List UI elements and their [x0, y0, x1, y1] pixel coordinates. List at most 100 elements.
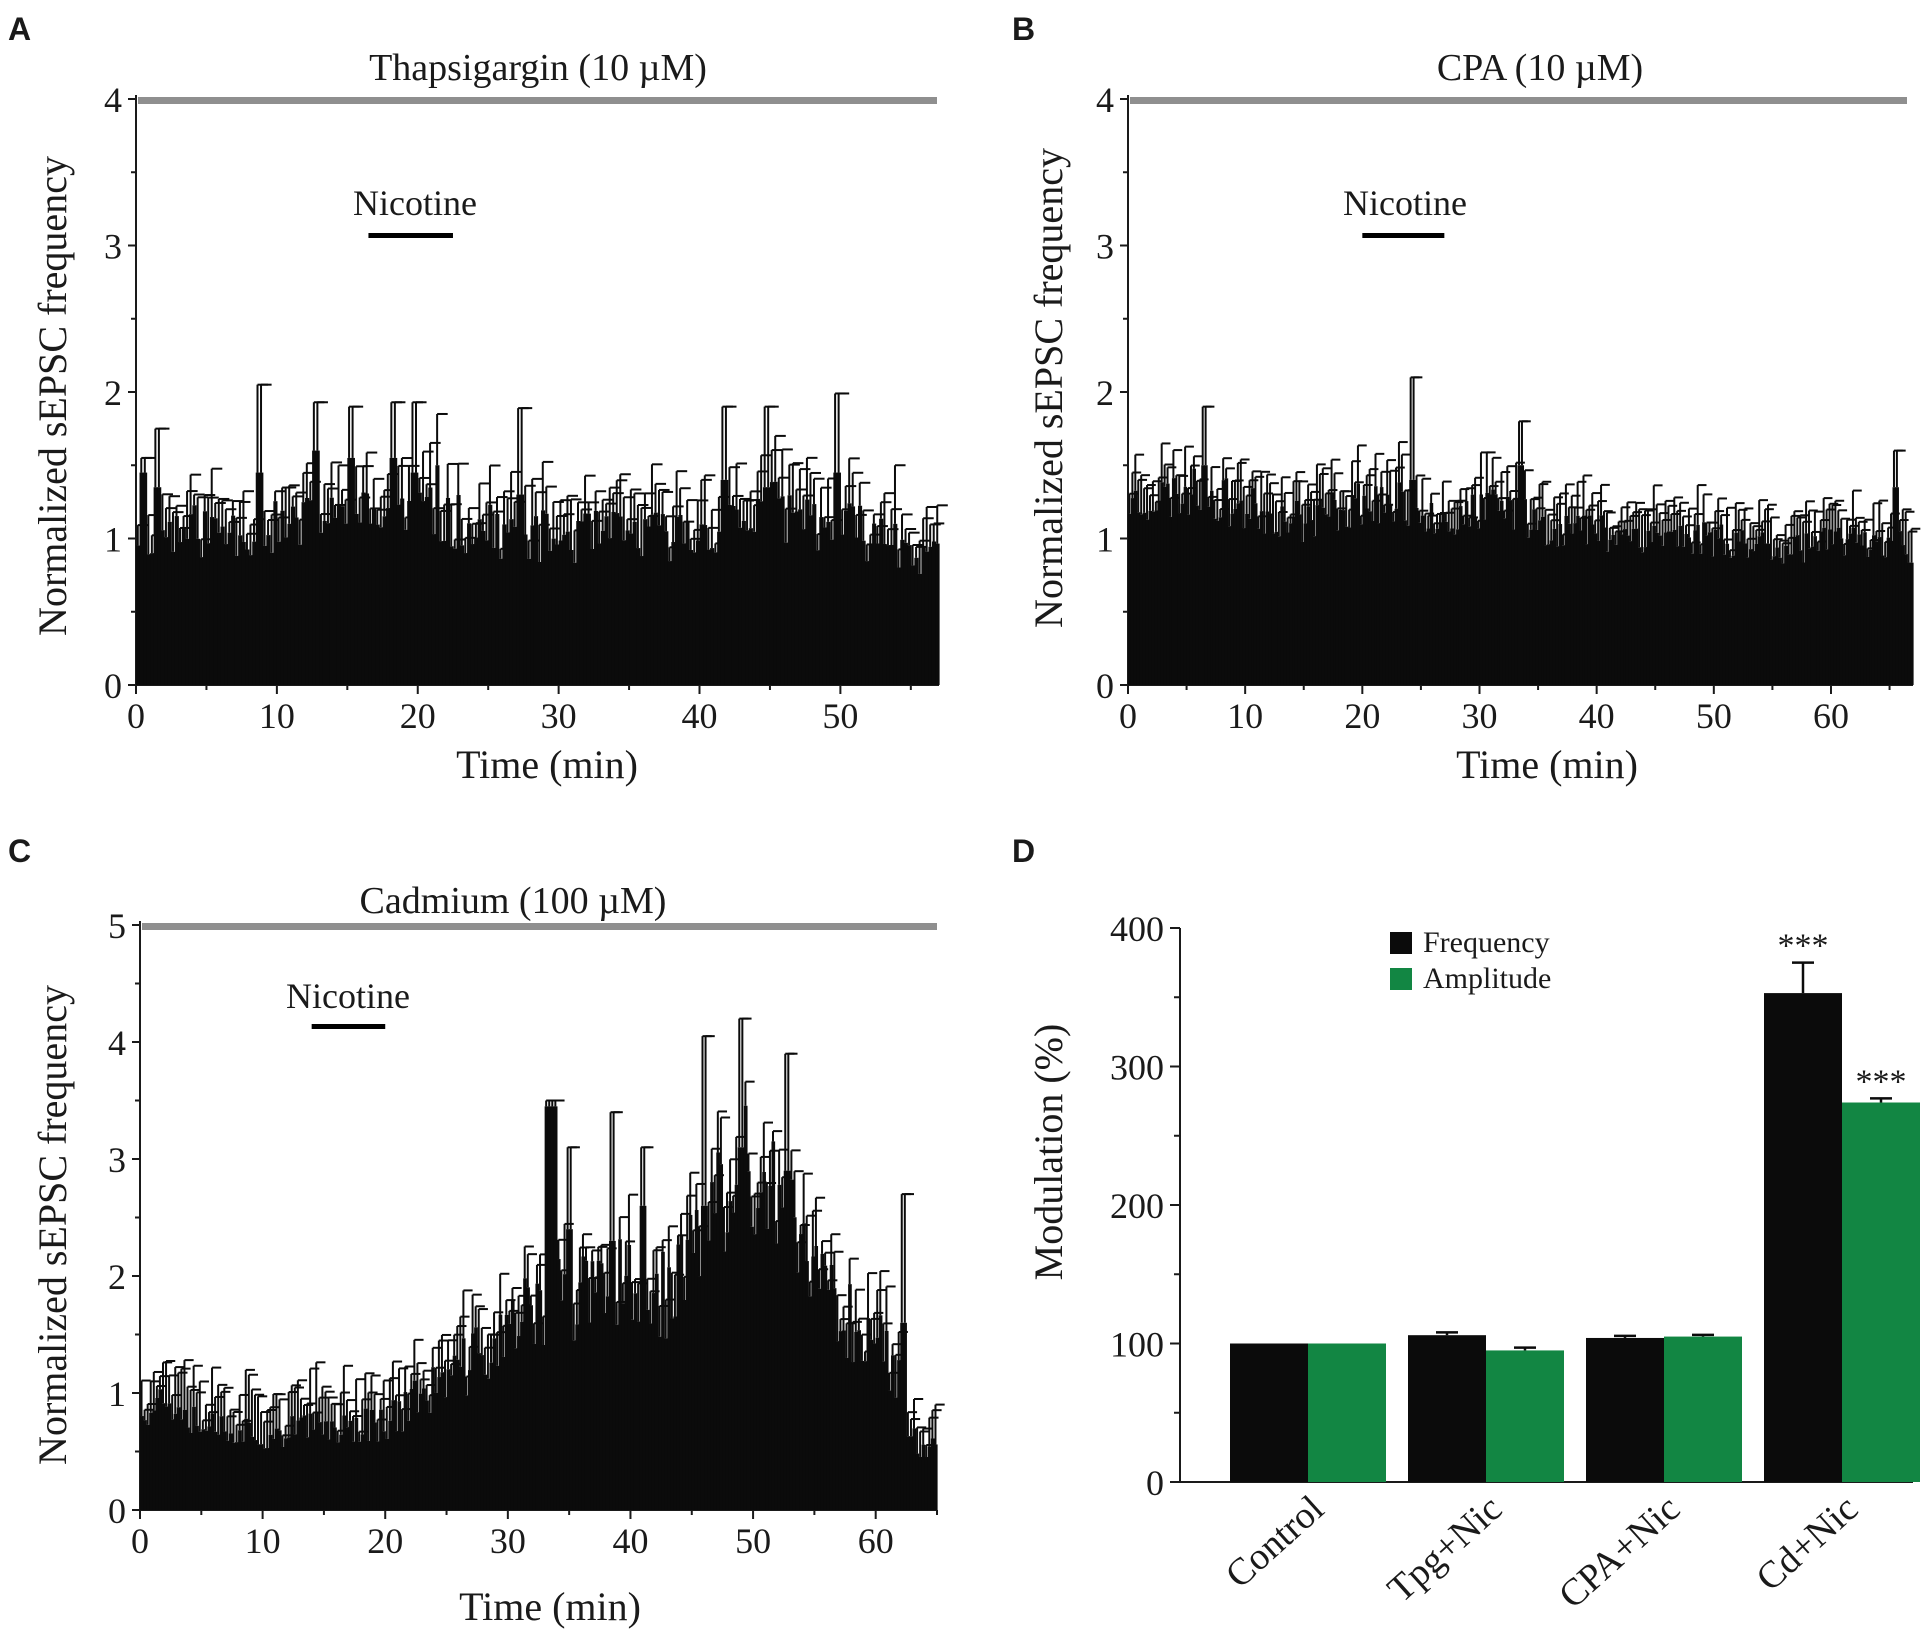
panel-c-bin-bar	[314, 1412, 319, 1510]
panel-b-bin-bar	[1157, 501, 1161, 685]
panel-a-bin-bar	[600, 530, 606, 685]
panel-c-bin-bar	[581, 1256, 586, 1510]
panel-c-bin-bar	[523, 1278, 527, 1510]
panel-d-category-label: Tpg+Nic	[1380, 1487, 1510, 1610]
panel-a-bin-bar	[357, 522, 363, 685]
panel-b-bin-bar	[1467, 526, 1472, 685]
panel-b-bin-bar	[1901, 545, 1905, 685]
panel-c-bin-bar	[486, 1378, 491, 1510]
panel-b-bin-bar	[1259, 511, 1264, 685]
panel-b-bin-bar	[1678, 525, 1683, 685]
panel-a-bin-bar	[199, 557, 204, 685]
panel-c-bin-bar	[869, 1339, 874, 1510]
panel-c-bin-bar	[143, 1420, 147, 1510]
panel-c-bin-bar	[326, 1439, 331, 1510]
panel-a-bin-bar	[769, 482, 775, 685]
panel-b-bin-bar	[1368, 511, 1372, 685]
panel-a-bin-bar	[678, 515, 683, 685]
panel-d-significance-frequency: ***	[1778, 928, 1829, 965]
panel-b-bin-bar	[1526, 537, 1530, 685]
panel-a-bin-bar	[336, 504, 341, 685]
panel-b-bin-bar	[1889, 542, 1894, 685]
panel-b-bin-bar	[1643, 547, 1648, 685]
panel-b-bin-bar	[1787, 554, 1791, 685]
panel-a-bin-bar	[900, 539, 905, 685]
panel-c-bin-bar	[550, 1106, 555, 1510]
panel-a-bin-bar	[879, 518, 884, 685]
panel-c-x-tick-label: 20	[367, 1521, 403, 1561]
panel-c-bin-bar	[921, 1444, 926, 1510]
panel-c-bin-bar	[556, 1259, 561, 1510]
panel-a-bin-bar	[857, 505, 863, 685]
panel-c-bin-bar	[838, 1331, 843, 1510]
panel-b-bin-bar	[1748, 549, 1753, 685]
panel-c-bin-bar	[290, 1416, 294, 1510]
panel-c-bin-bar	[452, 1355, 457, 1510]
panel-b-bin-bar	[1318, 500, 1322, 685]
panel-c-bin-bar	[216, 1434, 221, 1510]
panel-c-bin-bar	[443, 1397, 448, 1510]
panel-a-bin-bar	[935, 543, 940, 685]
panel-b-bin-bar	[1675, 546, 1680, 685]
panel-b-bin-bar	[1582, 515, 1586, 685]
panel-a-bin-bar	[195, 538, 200, 685]
panel-b-bin-bar	[1866, 556, 1870, 685]
panel-c-bin-bar	[630, 1319, 635, 1510]
panel-c-bin-bar	[268, 1434, 273, 1510]
panel-a-bin-bar	[217, 532, 222, 685]
panel-a-bin-bar	[569, 549, 574, 685]
panel-a-bin-bar	[262, 545, 267, 685]
panel-c-x-tick-label: 40	[612, 1521, 648, 1561]
panel-d-bar-frequency	[1408, 1335, 1486, 1482]
panel-b-bin-bar	[1350, 496, 1355, 685]
panel-c-bin-bar	[682, 1300, 687, 1510]
panel-a-bin-bar	[435, 465, 440, 685]
panel-c-bin-bar	[823, 1265, 828, 1510]
panel-c-nicotine-bar	[311, 1024, 386, 1029]
panel-a-bin-bar	[748, 528, 753, 685]
panel-b-bin-bar	[1432, 533, 1437, 685]
panel-c-bin-bar	[716, 1152, 720, 1510]
panel-c-bin-bar	[618, 1239, 622, 1510]
panel-b-bin-bar	[1227, 526, 1232, 685]
panel-a-bin-bar	[787, 495, 792, 685]
panel-c-bin-bar	[915, 1453, 920, 1510]
panel-a-bin-bar	[421, 501, 426, 685]
panel-c-bin-bar	[639, 1205, 644, 1510]
panel-b-bin-bar	[1907, 562, 1911, 685]
panel-c-bin-bar	[857, 1330, 861, 1510]
panel-c-bin-bar	[492, 1338, 497, 1510]
panel-a-title: Thapsigargin (10 µM)	[369, 47, 707, 89]
panel-b-bin-bar	[1470, 494, 1475, 685]
panel-a-bin-bar	[259, 472, 264, 685]
panel-b-bin-bar	[1333, 499, 1337, 685]
panel-c-bin-bar	[691, 1252, 696, 1510]
panel-c-bin-bar	[342, 1415, 346, 1510]
panel-a-bin-bar	[724, 479, 729, 685]
panel-a-bin-bar	[185, 538, 190, 685]
panel-a-bin-bar	[255, 472, 260, 685]
panel-c-bin-bar	[308, 1413, 313, 1510]
panel-a-bin-bar	[822, 527, 827, 685]
panel-b-bin-bar	[1746, 557, 1750, 685]
panel-a-bin-bar	[519, 494, 525, 685]
panel-d: D 0 100 200 300 400 Control Tpg+Nic CPA+Nic Cd+N…	[1012, 833, 1920, 1617]
panel-b-bin-bar	[1403, 520, 1407, 685]
panel-c-bin-bar	[648, 1323, 653, 1510]
panel-b-bin-bar	[1344, 526, 1349, 685]
panel-c-bin-bar	[700, 1205, 705, 1510]
panel-c-bin-bar	[918, 1456, 923, 1510]
panel-c-bin-bar	[535, 1283, 540, 1510]
panel-b-bin-bar	[1795, 535, 1800, 685]
panel-a-bin-bar	[280, 510, 285, 685]
panel-c-bin-bar	[412, 1380, 417, 1510]
panel-a-y-tick-label: 0	[104, 666, 122, 706]
panel-a-bin-bar	[467, 523, 472, 685]
panel-b-bin-bar	[1306, 506, 1311, 685]
panel-d-category-label: Cd+Nic	[1748, 1487, 1866, 1599]
panel-a-bin-bar	[491, 547, 496, 685]
panel-c-bin-bar	[379, 1409, 383, 1510]
panel-b-y-tick-label: 4	[1096, 80, 1114, 120]
panel-c-y-tick-label: 5	[108, 906, 126, 946]
panel-b-bin-bar	[1737, 541, 1741, 685]
